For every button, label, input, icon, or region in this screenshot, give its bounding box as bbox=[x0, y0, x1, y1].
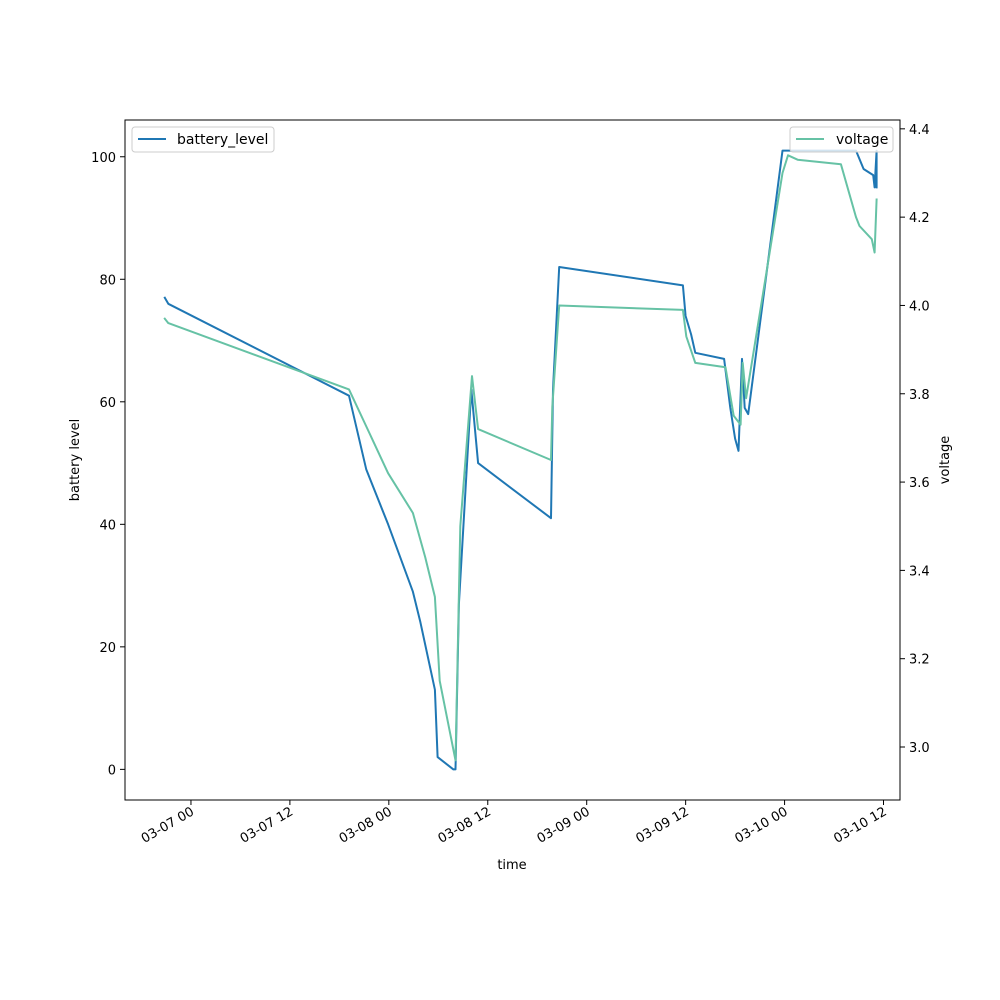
y-right-tick-label: 3.8 bbox=[909, 388, 930, 403]
y-right-tick-label: 3.4 bbox=[909, 564, 930, 579]
x-axis-label: time bbox=[497, 858, 526, 873]
y-axis-right-label: voltage bbox=[938, 436, 953, 485]
y-left-tick-label: 100 bbox=[91, 151, 116, 166]
legend-battery-level: battery_level bbox=[131, 126, 275, 153]
y-axis-right: 3.0 3.2 3.4 3.6 3.8 4.0 4.2 4.4 bbox=[900, 123, 930, 756]
y-axis-left: 0 20 40 60 80 100 bbox=[91, 151, 125, 778]
y-right-tick-label: 4.4 bbox=[909, 123, 930, 138]
y-axis-left-label: battery level bbox=[68, 419, 83, 502]
y-left-tick-label: 0 bbox=[108, 763, 116, 778]
y-left-tick-label: 80 bbox=[99, 273, 116, 288]
legend-voltage-box bbox=[789, 126, 894, 153]
y-right-tick-label: 3.2 bbox=[909, 653, 930, 668]
legend-voltage: voltage bbox=[789, 126, 894, 153]
y-right-tick-label: 4.0 bbox=[909, 299, 930, 314]
legend-battery-level-label: battery_level bbox=[177, 132, 268, 148]
y-right-tick-label: 4.2 bbox=[909, 211, 930, 226]
legend-battery-level-box bbox=[131, 126, 275, 153]
y-left-tick-label: 20 bbox=[99, 641, 116, 656]
y-right-tick-label: 3.6 bbox=[909, 476, 930, 491]
legend-voltage-label: voltage bbox=[836, 132, 888, 148]
y-left-tick-label: 40 bbox=[99, 518, 116, 533]
series-line-voltage bbox=[163, 154, 878, 762]
plot-frame bbox=[124, 119, 901, 801]
y-right-tick-label: 3.0 bbox=[909, 741, 930, 756]
y-left-tick-label: 60 bbox=[99, 396, 116, 411]
